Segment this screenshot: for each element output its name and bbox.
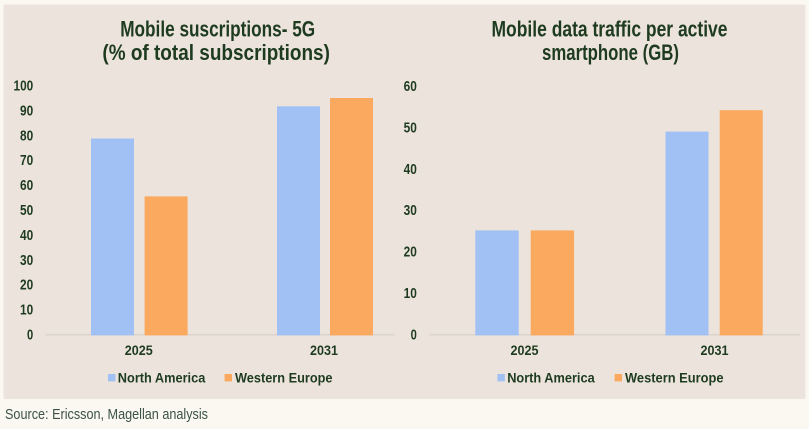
svg-text:0: 0	[411, 327, 417, 343]
svg-text:(% of total subscriptions): (% of total subscriptions)	[102, 40, 330, 65]
svg-text:40: 40	[20, 228, 33, 244]
svg-text:30: 30	[20, 253, 33, 269]
svg-text:smartphone (GB): smartphone (GB)	[542, 40, 679, 65]
svg-text:20: 20	[404, 245, 417, 261]
svg-text:60: 60	[20, 178, 33, 194]
svg-text:2031: 2031	[310, 343, 338, 358]
svg-text:80: 80	[20, 128, 33, 144]
svg-text:Mobile suscriptions- 5G: Mobile suscriptions- 5G	[120, 17, 315, 42]
svg-text:90: 90	[20, 103, 33, 119]
svg-text:North America: North America	[507, 371, 595, 386]
svg-text:Source: Ericsson, Magellan ana: Source: Ericsson, Magellan analysis	[5, 407, 208, 423]
svg-text:40: 40	[404, 162, 417, 178]
svg-text:50: 50	[20, 203, 33, 219]
svg-text:2025: 2025	[511, 343, 539, 358]
svg-text:50: 50	[404, 120, 417, 136]
svg-text:10: 10	[404, 286, 417, 302]
svg-text:60: 60	[404, 79, 417, 95]
svg-text:Western Europe: Western Europe	[235, 371, 333, 386]
svg-text:20: 20	[20, 278, 33, 294]
svg-text:0: 0	[27, 328, 33, 344]
svg-text:100: 100	[14, 79, 34, 95]
svg-text:10: 10	[20, 303, 33, 319]
svg-text:2031: 2031	[701, 343, 729, 358]
svg-text:Western Europe: Western Europe	[625, 371, 724, 386]
svg-text:North America: North America	[118, 371, 206, 386]
svg-text:Mobile data traffic per active: Mobile data traffic per active	[492, 17, 728, 42]
svg-text:70: 70	[20, 153, 33, 169]
svg-text:2025: 2025	[125, 343, 153, 358]
svg-text:30: 30	[404, 203, 417, 219]
